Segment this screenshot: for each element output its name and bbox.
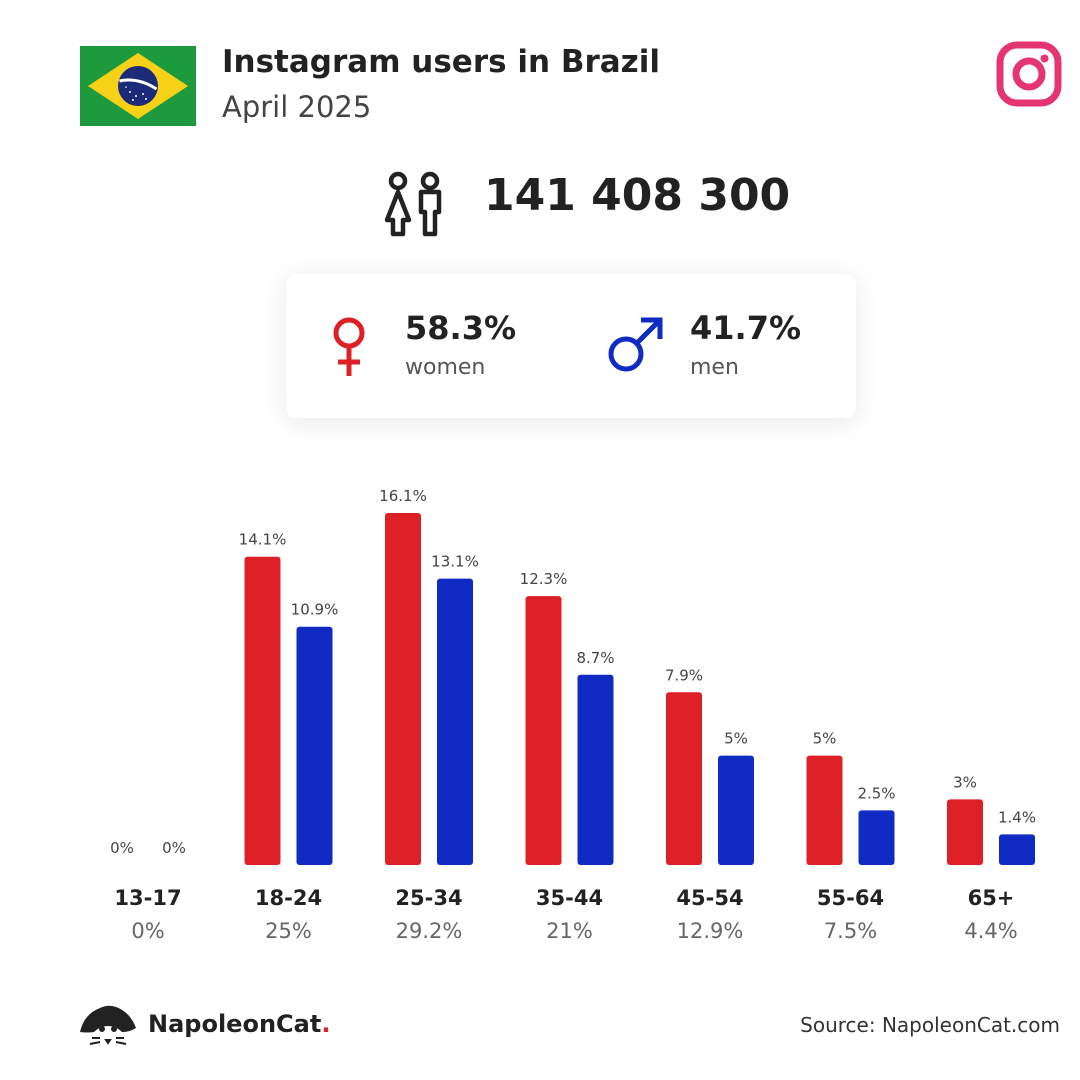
bar-series0-18-24 xyxy=(244,556,281,865)
data-label-series1-13-17: 0% xyxy=(162,839,186,857)
data-label-series0-55-64: 5% xyxy=(813,730,837,748)
data-label-series0-35-44: 12.3% xyxy=(520,570,568,588)
chart-title: Instagram users in Brazil xyxy=(222,44,660,80)
bar-series1-45-54 xyxy=(718,755,754,865)
users-icon xyxy=(384,171,442,237)
male-symbol-icon xyxy=(608,317,663,372)
bar-series1-35-44 xyxy=(577,674,614,865)
bar-series0-45-54 xyxy=(666,692,702,865)
bar-series1-65+ xyxy=(999,834,1035,865)
gender-split-card: 58.3% women 41.7% men xyxy=(286,274,856,418)
female-symbol-icon xyxy=(333,317,365,376)
data-label-series1-25-34: 13.1% xyxy=(431,553,479,571)
category-total-13-17: 0% xyxy=(131,919,164,943)
data-label-series1-18-24: 10.9% xyxy=(291,601,339,619)
men-label: men xyxy=(690,355,739,380)
category-total-45-54: 12.9% xyxy=(677,919,744,943)
category-label-25-34: 25-34 xyxy=(395,886,462,910)
data-label-series0-13-17: 0% xyxy=(110,839,134,857)
bar-series1-55-64 xyxy=(858,810,895,865)
category-label-35-44: 35-44 xyxy=(536,886,603,910)
category-label-55-64: 55-64 xyxy=(817,886,884,910)
napoleoncat-logo-icon xyxy=(80,1005,136,1045)
women-percentage: 58.3% xyxy=(405,309,517,347)
bar-series0-55-64 xyxy=(806,755,843,865)
women-label: women xyxy=(405,355,486,380)
bar-series0-35-44 xyxy=(525,596,562,865)
category-label-45-54: 45-54 xyxy=(676,886,743,910)
category-label-65+: 65+ xyxy=(968,886,1015,910)
brand-text: NapoleonCat xyxy=(148,1010,322,1038)
category-label-18-24: 18-24 xyxy=(255,886,322,910)
bar-series0-65+ xyxy=(947,799,983,865)
bar-series0-25-34 xyxy=(385,513,421,865)
chart-subtitle: April 2025 xyxy=(222,90,372,124)
category-total-18-24: 25% xyxy=(265,919,312,943)
data-label-series0-65+: 3% xyxy=(953,773,977,791)
category-total-55-64: 7.5% xyxy=(824,919,877,943)
data-label-series0-18-24: 14.1% xyxy=(239,531,287,549)
category-label-13-17: 13-17 xyxy=(114,886,181,910)
bar-series1-25-34 xyxy=(437,578,473,865)
category-total-25-34: 29.2% xyxy=(396,919,463,943)
data-label-series0-45-54: 7.9% xyxy=(665,666,703,684)
men-percentage: 41.7% xyxy=(690,309,802,347)
source-text: Source: NapoleonCat.com xyxy=(800,1013,1060,1037)
brazil-flag-icon xyxy=(80,46,196,126)
category-total-65+: 4.4% xyxy=(964,919,1017,943)
data-label-series1-55-64: 2.5% xyxy=(857,784,895,802)
data-label-series1-65+: 1.4% xyxy=(998,808,1036,826)
brand-name: NapoleonCat. xyxy=(148,1010,330,1038)
brand-dot: . xyxy=(321,1010,331,1038)
data-label-series1-35-44: 8.7% xyxy=(576,649,614,667)
category-total-35-44: 21% xyxy=(546,919,593,943)
instagram-icon xyxy=(996,41,1062,107)
data-label-series1-45-54: 5% xyxy=(724,730,748,748)
bar-series1-18-24 xyxy=(296,626,333,865)
total-users-value: 141 408 300 xyxy=(484,170,791,221)
age-gender-bar-chart: 0% 0% 13-17 0% 14.1% 10.9% 18-24 25% 16.1% 13.1% 2… xyxy=(110,487,1036,943)
data-label-series0-25-34: 16.1% xyxy=(379,487,427,505)
